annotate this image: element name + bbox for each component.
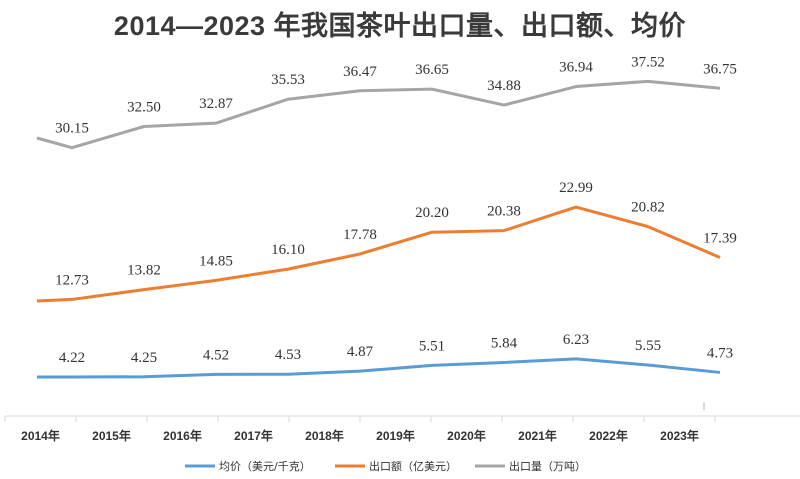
x-tick-label: 2017年: [234, 428, 273, 443]
data-label: 5.55: [635, 338, 661, 354]
data-label: 20.20: [415, 205, 449, 221]
data-label: 17.78: [343, 227, 377, 243]
data-label: 4.25: [131, 350, 157, 366]
x-tick-label: 2014年: [21, 428, 60, 443]
data-label: 6.23: [563, 332, 589, 348]
data-label: 34.88: [487, 78, 521, 94]
legend-label: 出口额（亿美元）: [369, 459, 457, 473]
data-label: 12.73: [55, 272, 89, 288]
x-tick-label: 2016年: [163, 428, 202, 443]
data-label: 14.85: [199, 253, 233, 269]
data-label: 4.22: [59, 350, 85, 366]
data-label: 4.53: [275, 347, 301, 363]
x-tick-label: 2023年: [660, 428, 699, 443]
x-tick-label: 2021年: [518, 428, 557, 443]
data-label: 36.65: [415, 62, 449, 78]
data-label: 4.52: [203, 347, 229, 363]
data-label: 4.87: [347, 344, 374, 360]
data-label: 36.47: [343, 64, 377, 80]
data-label: 16.10: [271, 242, 305, 258]
series-line-1: [36, 205, 721, 303]
data-label: 32.87: [199, 96, 233, 112]
x-tick-label: 2018年: [305, 428, 344, 443]
data-label: 5.84: [491, 335, 518, 351]
data-label: 35.53: [271, 72, 305, 88]
data-label: 36.75: [703, 61, 737, 77]
x-tick-label: 2022年: [589, 428, 628, 443]
chart-title: 2014—2023 年我国茶叶出口量、出口额、均价: [113, 11, 687, 41]
legend-label: 出口量（万吨）: [509, 459, 586, 473]
x-tick-label: 2020年: [447, 428, 486, 443]
data-label: 36.94: [559, 60, 593, 76]
x-tick-label: 2015年: [92, 428, 131, 443]
x-tick-label: 2019年: [376, 428, 415, 443]
data-label: 13.82: [127, 263, 161, 279]
data-label: 4.73: [707, 345, 733, 361]
data-label: 37.52: [631, 54, 665, 70]
data-label: 20.38: [487, 204, 521, 220]
data-label: 17.39: [703, 230, 737, 246]
data-label: 22.99: [559, 180, 593, 196]
data-label: 5.51: [419, 338, 445, 354]
data-label: 32.50: [127, 100, 161, 116]
data-label: 20.82: [631, 200, 665, 216]
legend-label: 均价（美元/千克）: [219, 460, 311, 473]
data-label: 30.15: [55, 121, 89, 137]
